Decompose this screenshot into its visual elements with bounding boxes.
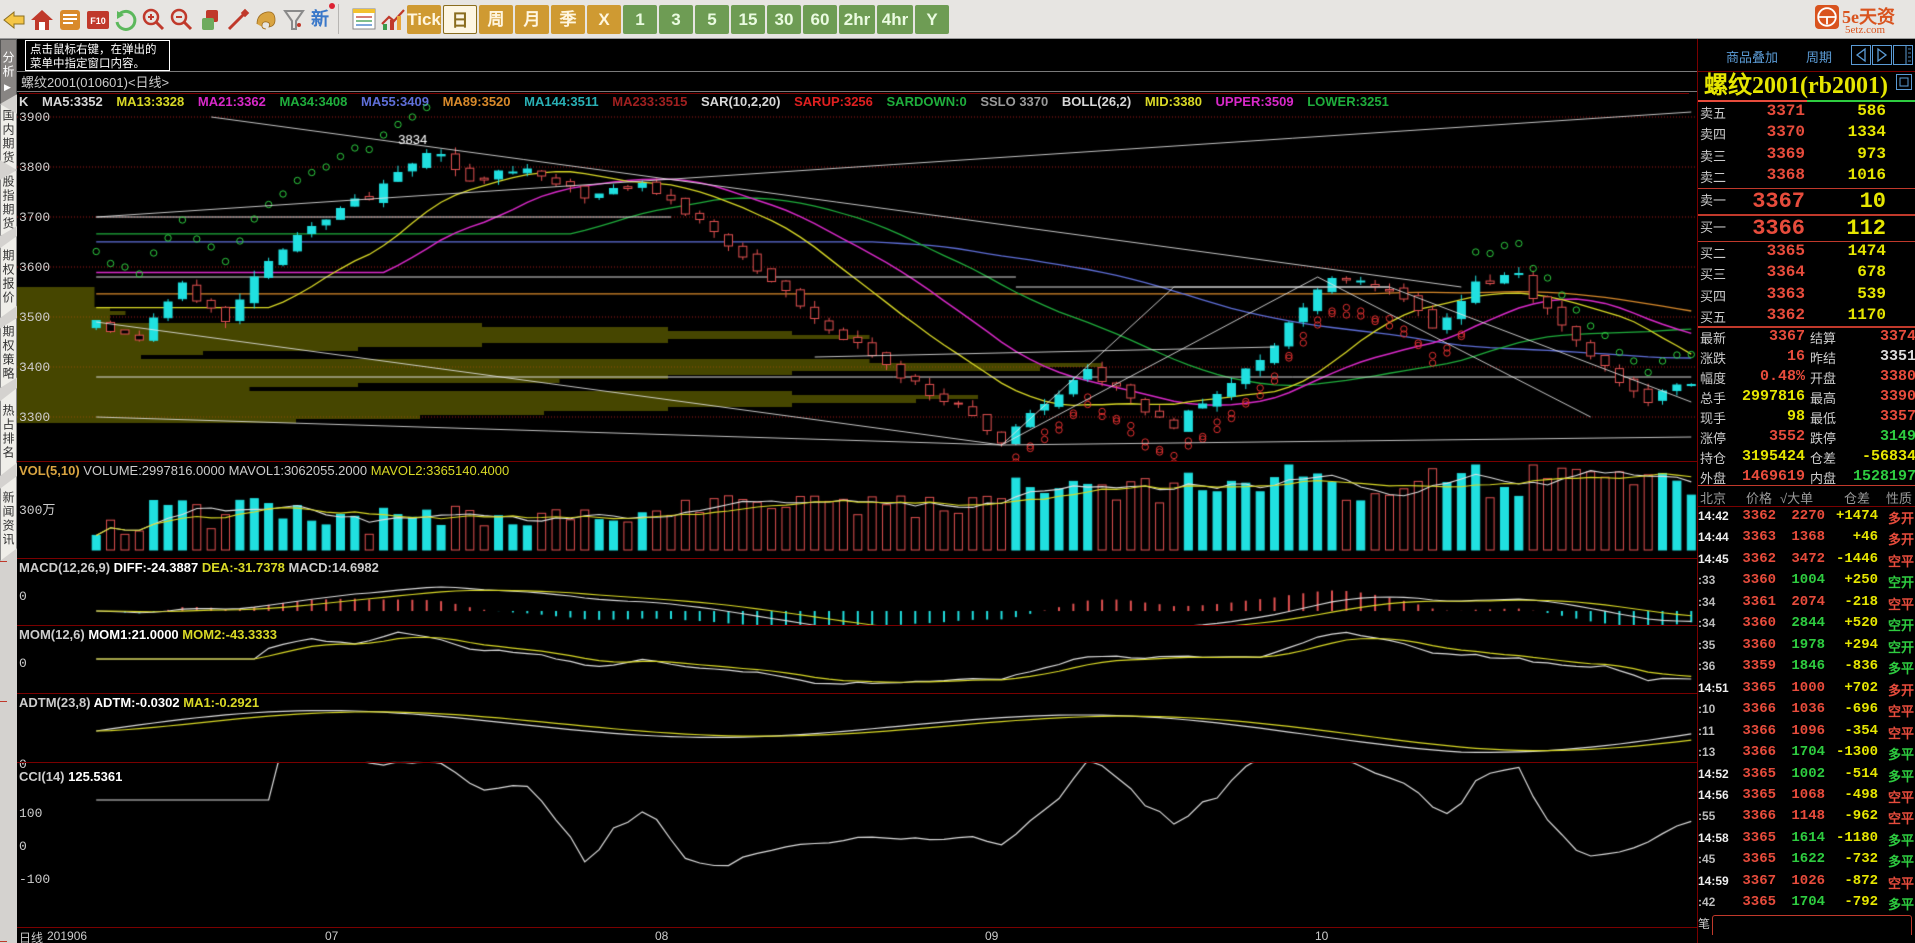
svg-text:F10: F10 — [90, 16, 106, 26]
